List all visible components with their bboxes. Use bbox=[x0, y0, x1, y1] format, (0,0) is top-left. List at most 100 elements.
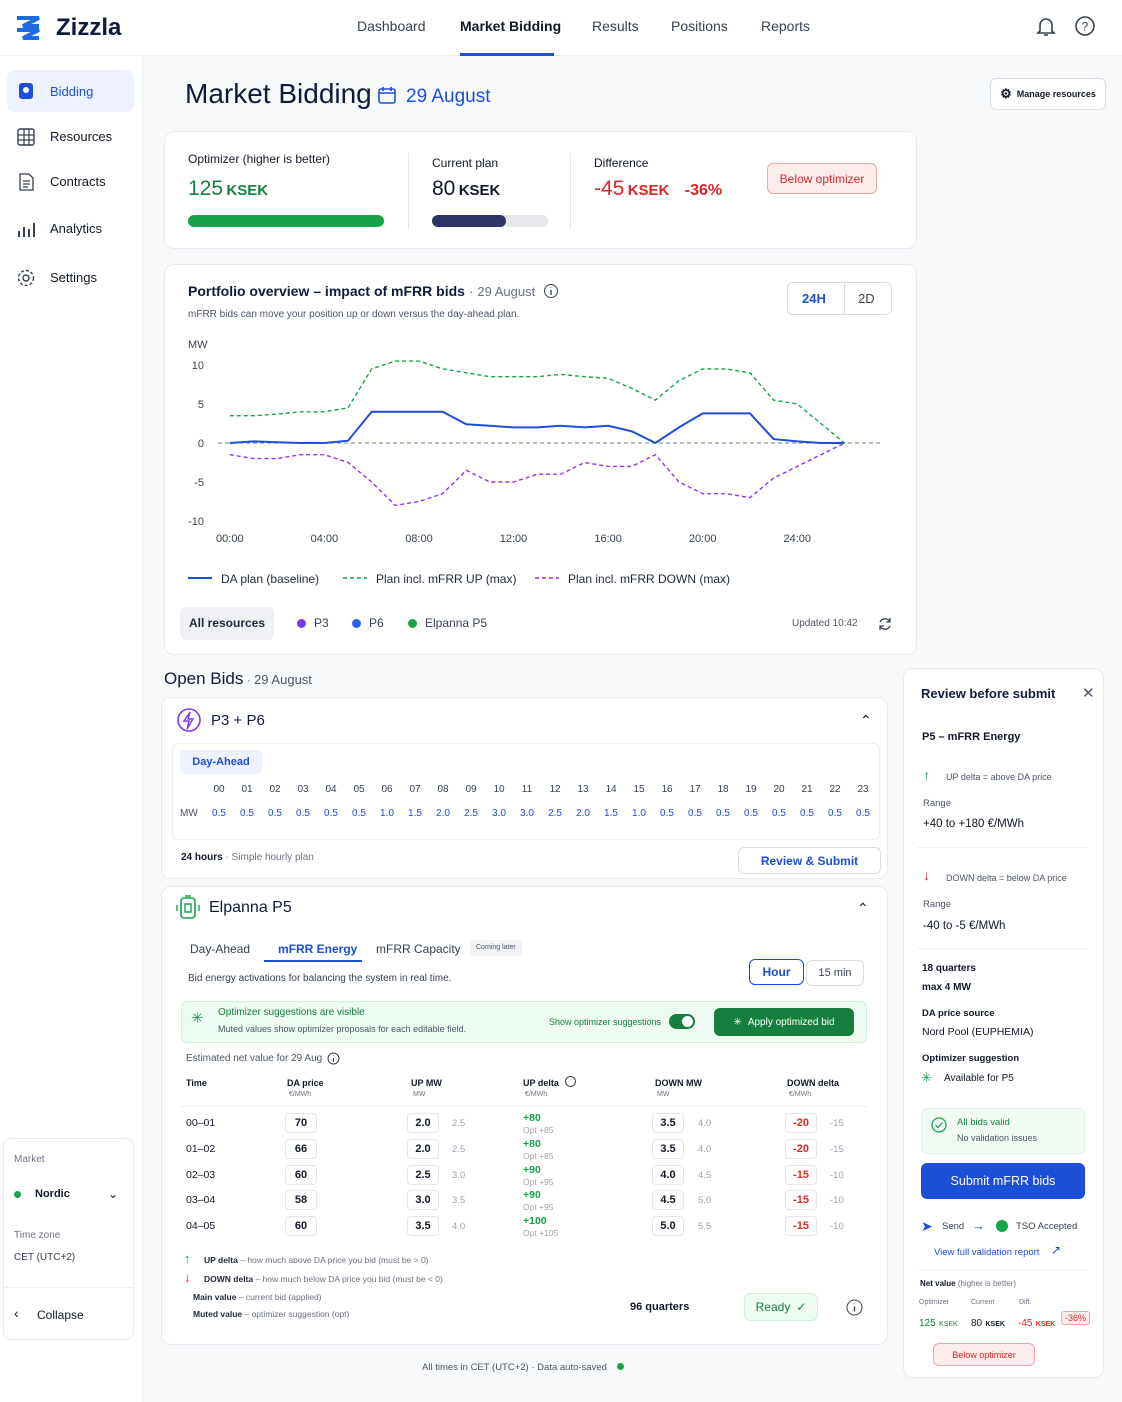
note-text: optimizer suggestion (opt) bbox=[251, 1309, 350, 1319]
review-submit[interactable]: Review & Submit bbox=[738, 847, 881, 874]
banner-text: Muted values show optimizer proposals fo… bbox=[218, 1024, 467, 1034]
manage-label: Manage resources bbox=[1016, 89, 1096, 99]
mw-value: 1.0 bbox=[380, 808, 394, 819]
note: Muted value – optimizer suggestion (opt) bbox=[193, 1309, 349, 1319]
p3p6-icon bbox=[177, 708, 201, 732]
up-delta: +80 bbox=[523, 1112, 541, 1124]
filter[interactable]: P3 bbox=[314, 616, 329, 630]
filter-dot bbox=[297, 619, 306, 628]
down-delta[interactable]: -15 bbox=[785, 1216, 817, 1237]
down-mw[interactable]: 3.5 bbox=[652, 1113, 684, 1133]
collapse-chevron[interactable]: ⌃ bbox=[860, 712, 872, 728]
up-mw[interactable]: 2.0 bbox=[407, 1138, 439, 1159]
p5-tab[interactable]: Day-Ahead bbox=[190, 942, 251, 956]
filter-chip[interactable]: All resources bbox=[180, 607, 274, 640]
down-delta[interactable]: -15 bbox=[785, 1190, 817, 1211]
rect bbox=[17, 128, 35, 146]
up-mw[interactable]: 3.5 bbox=[407, 1216, 439, 1237]
report-link[interactable]: View full validation report bbox=[934, 1247, 1040, 1258]
sidebar-item[interactable]: Contracts bbox=[50, 174, 106, 189]
nav-item-active[interactable]: Market Bidding bbox=[460, 18, 562, 34]
net-col: Diff. bbox=[1019, 1299, 1032, 1306]
hour-grid bbox=[172, 743, 880, 840]
down-delta[interactable]: -20 bbox=[785, 1138, 817, 1159]
da-price[interactable]: 60 bbox=[285, 1216, 317, 1237]
da-price[interactable]: 60 bbox=[285, 1164, 317, 1185]
info-icon[interactable] bbox=[543, 283, 559, 299]
down-delta[interactable]: -15 bbox=[785, 1164, 817, 1185]
market-select[interactable]: Nordic ⌄ bbox=[6, 1178, 126, 1210]
range-divider bbox=[844, 283, 845, 314]
granularity-15[interactable]: 15 min bbox=[806, 960, 864, 986]
sidebar-item[interactable]: Resources bbox=[50, 129, 113, 144]
time: 00–01 bbox=[186, 1117, 216, 1129]
kpi-value: 80 bbox=[432, 177, 456, 200]
nav-item[interactable]: Results bbox=[592, 18, 639, 34]
down-mw[interactable]: 5.0 bbox=[652, 1216, 684, 1237]
sidebar-item[interactable]: Bidding bbox=[50, 84, 94, 99]
kpi-optimizer: 125 KSEK bbox=[188, 177, 268, 201]
mw-value: 0.5 bbox=[772, 808, 786, 819]
up-range: +40 to +180 €/MWh bbox=[923, 818, 1025, 830]
collapse[interactable]: Collapse bbox=[37, 1308, 84, 1322]
down-delta[interactable]: -20 bbox=[785, 1113, 817, 1133]
granularity-hour[interactable]: Hour bbox=[749, 959, 804, 985]
info-icon[interactable] bbox=[327, 1052, 340, 1065]
bidding-icon bbox=[19, 83, 33, 99]
down-mw-opt: 4.0 bbox=[698, 1118, 712, 1129]
down-mw[interactable]: 3.5 bbox=[652, 1138, 684, 1159]
da-price[interactable]: 58 bbox=[285, 1190, 317, 1211]
x-tick-label: 24:00 bbox=[783, 533, 811, 545]
kpi-label: Current plan bbox=[432, 156, 499, 170]
help-icon[interactable]: ? bbox=[1074, 15, 1096, 37]
col-header: UP delta bbox=[523, 1078, 559, 1088]
range-button[interactable]: 2D bbox=[858, 291, 875, 306]
refresh-icon[interactable] bbox=[877, 616, 893, 632]
tab-underline bbox=[264, 960, 362, 962]
hour-label: 05 bbox=[353, 784, 365, 795]
mw-label: MW bbox=[180, 808, 198, 819]
da-price[interactable]: 70 bbox=[285, 1113, 317, 1133]
manage-resources[interactable]: ⚙ Manage resources bbox=[990, 78, 1106, 110]
range-button-active[interactable]: 24H bbox=[802, 291, 826, 306]
nav-item[interactable]: Reports bbox=[761, 18, 811, 34]
apply-optimized[interactable]: ✳ Apply optimized bid bbox=[714, 1008, 854, 1036]
down-delta-opt: -10 bbox=[830, 1221, 844, 1233]
sparkle: ✳ bbox=[191, 1010, 204, 1027]
review-divider bbox=[918, 1269, 1088, 1270]
kpi-pct: -36% bbox=[684, 182, 723, 199]
path bbox=[18, 223, 35, 237]
p5-tab-active[interactable]: mFRR Energy bbox=[278, 942, 358, 956]
submit-bids[interactable]: Submit mFRR bids bbox=[921, 1163, 1085, 1199]
toggle[interactable] bbox=[669, 1014, 695, 1029]
mw-value: 0.5 bbox=[352, 808, 366, 819]
p5-tab[interactable]: mFRR Capacity bbox=[376, 942, 461, 956]
hour-label: 08 bbox=[437, 784, 449, 795]
toggle-knob bbox=[682, 1016, 693, 1027]
up-delta-opt: Opt +85 bbox=[523, 1150, 554, 1161]
down-mw[interactable]: 4.5 bbox=[652, 1190, 684, 1211]
nav-item[interactable]: Dashboard bbox=[357, 18, 426, 34]
close[interactable]: ✕ bbox=[1082, 685, 1095, 702]
nav-item[interactable]: Positions bbox=[671, 18, 728, 34]
p3p6-footer: 24 hours · Simple hourly plan bbox=[181, 852, 314, 863]
up-mw[interactable]: 2.0 bbox=[407, 1113, 439, 1133]
y-tick-label: -10 bbox=[188, 516, 204, 528]
filter-dot bbox=[408, 619, 417, 628]
sidebar-item[interactable]: Analytics bbox=[50, 221, 103, 236]
path bbox=[879, 618, 891, 630]
down-arrow: ↓ bbox=[184, 1270, 191, 1285]
filter[interactable]: Elpanna P5 bbox=[425, 616, 488, 630]
da-price[interactable]: 66 bbox=[285, 1138, 317, 1159]
collapse-chevron[interactable]: ⌃ bbox=[857, 900, 869, 916]
up-mw[interactable]: 2.5 bbox=[407, 1164, 439, 1185]
up-mw[interactable]: 3.0 bbox=[407, 1190, 439, 1211]
down-mw[interactable]: 4.0 bbox=[652, 1164, 684, 1185]
bell-icon[interactable] bbox=[1035, 15, 1057, 37]
sidebar-item[interactable]: Settings bbox=[50, 270, 97, 285]
info-icon[interactable] bbox=[846, 1299, 863, 1316]
up-delta: +80 bbox=[523, 1137, 541, 1150]
collapse-arrow[interactable]: ‹ bbox=[14, 1305, 19, 1321]
filter[interactable]: P6 bbox=[369, 616, 384, 630]
